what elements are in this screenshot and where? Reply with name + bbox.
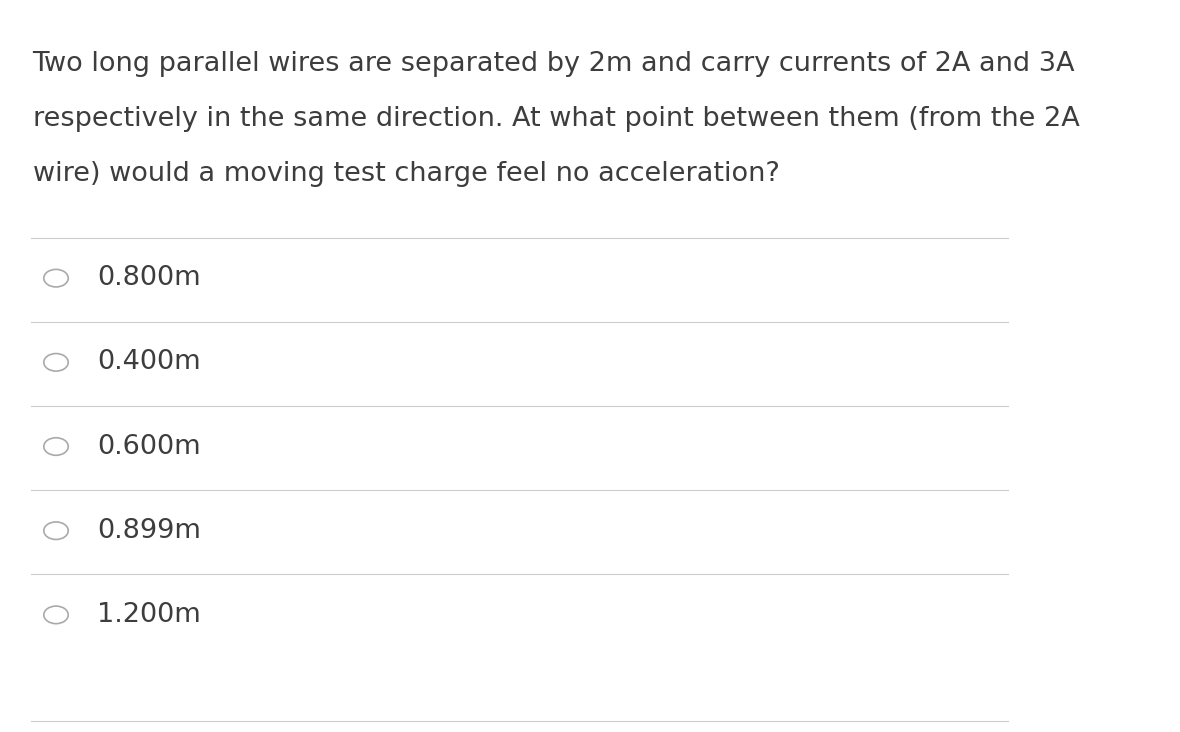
Text: 0.400m: 0.400m	[97, 349, 201, 376]
Text: 1.200m: 1.200m	[97, 602, 201, 628]
Text: Two long parallel wires are separated by 2m and carry currents of 2A and 3A: Two long parallel wires are separated by…	[33, 51, 1075, 78]
Text: wire) would a moving test charge feel no acceleration?: wire) would a moving test charge feel no…	[33, 161, 780, 187]
Text: 0.800m: 0.800m	[97, 265, 201, 291]
Circle shape	[44, 522, 68, 539]
Circle shape	[44, 606, 68, 624]
Circle shape	[44, 269, 68, 287]
Text: respectively in the same direction. At what point between them (from the 2A: respectively in the same direction. At w…	[33, 106, 1080, 132]
Text: 0.600m: 0.600m	[97, 433, 201, 460]
Text: 0.899m: 0.899m	[97, 518, 201, 544]
Circle shape	[44, 438, 68, 455]
Circle shape	[44, 354, 68, 371]
